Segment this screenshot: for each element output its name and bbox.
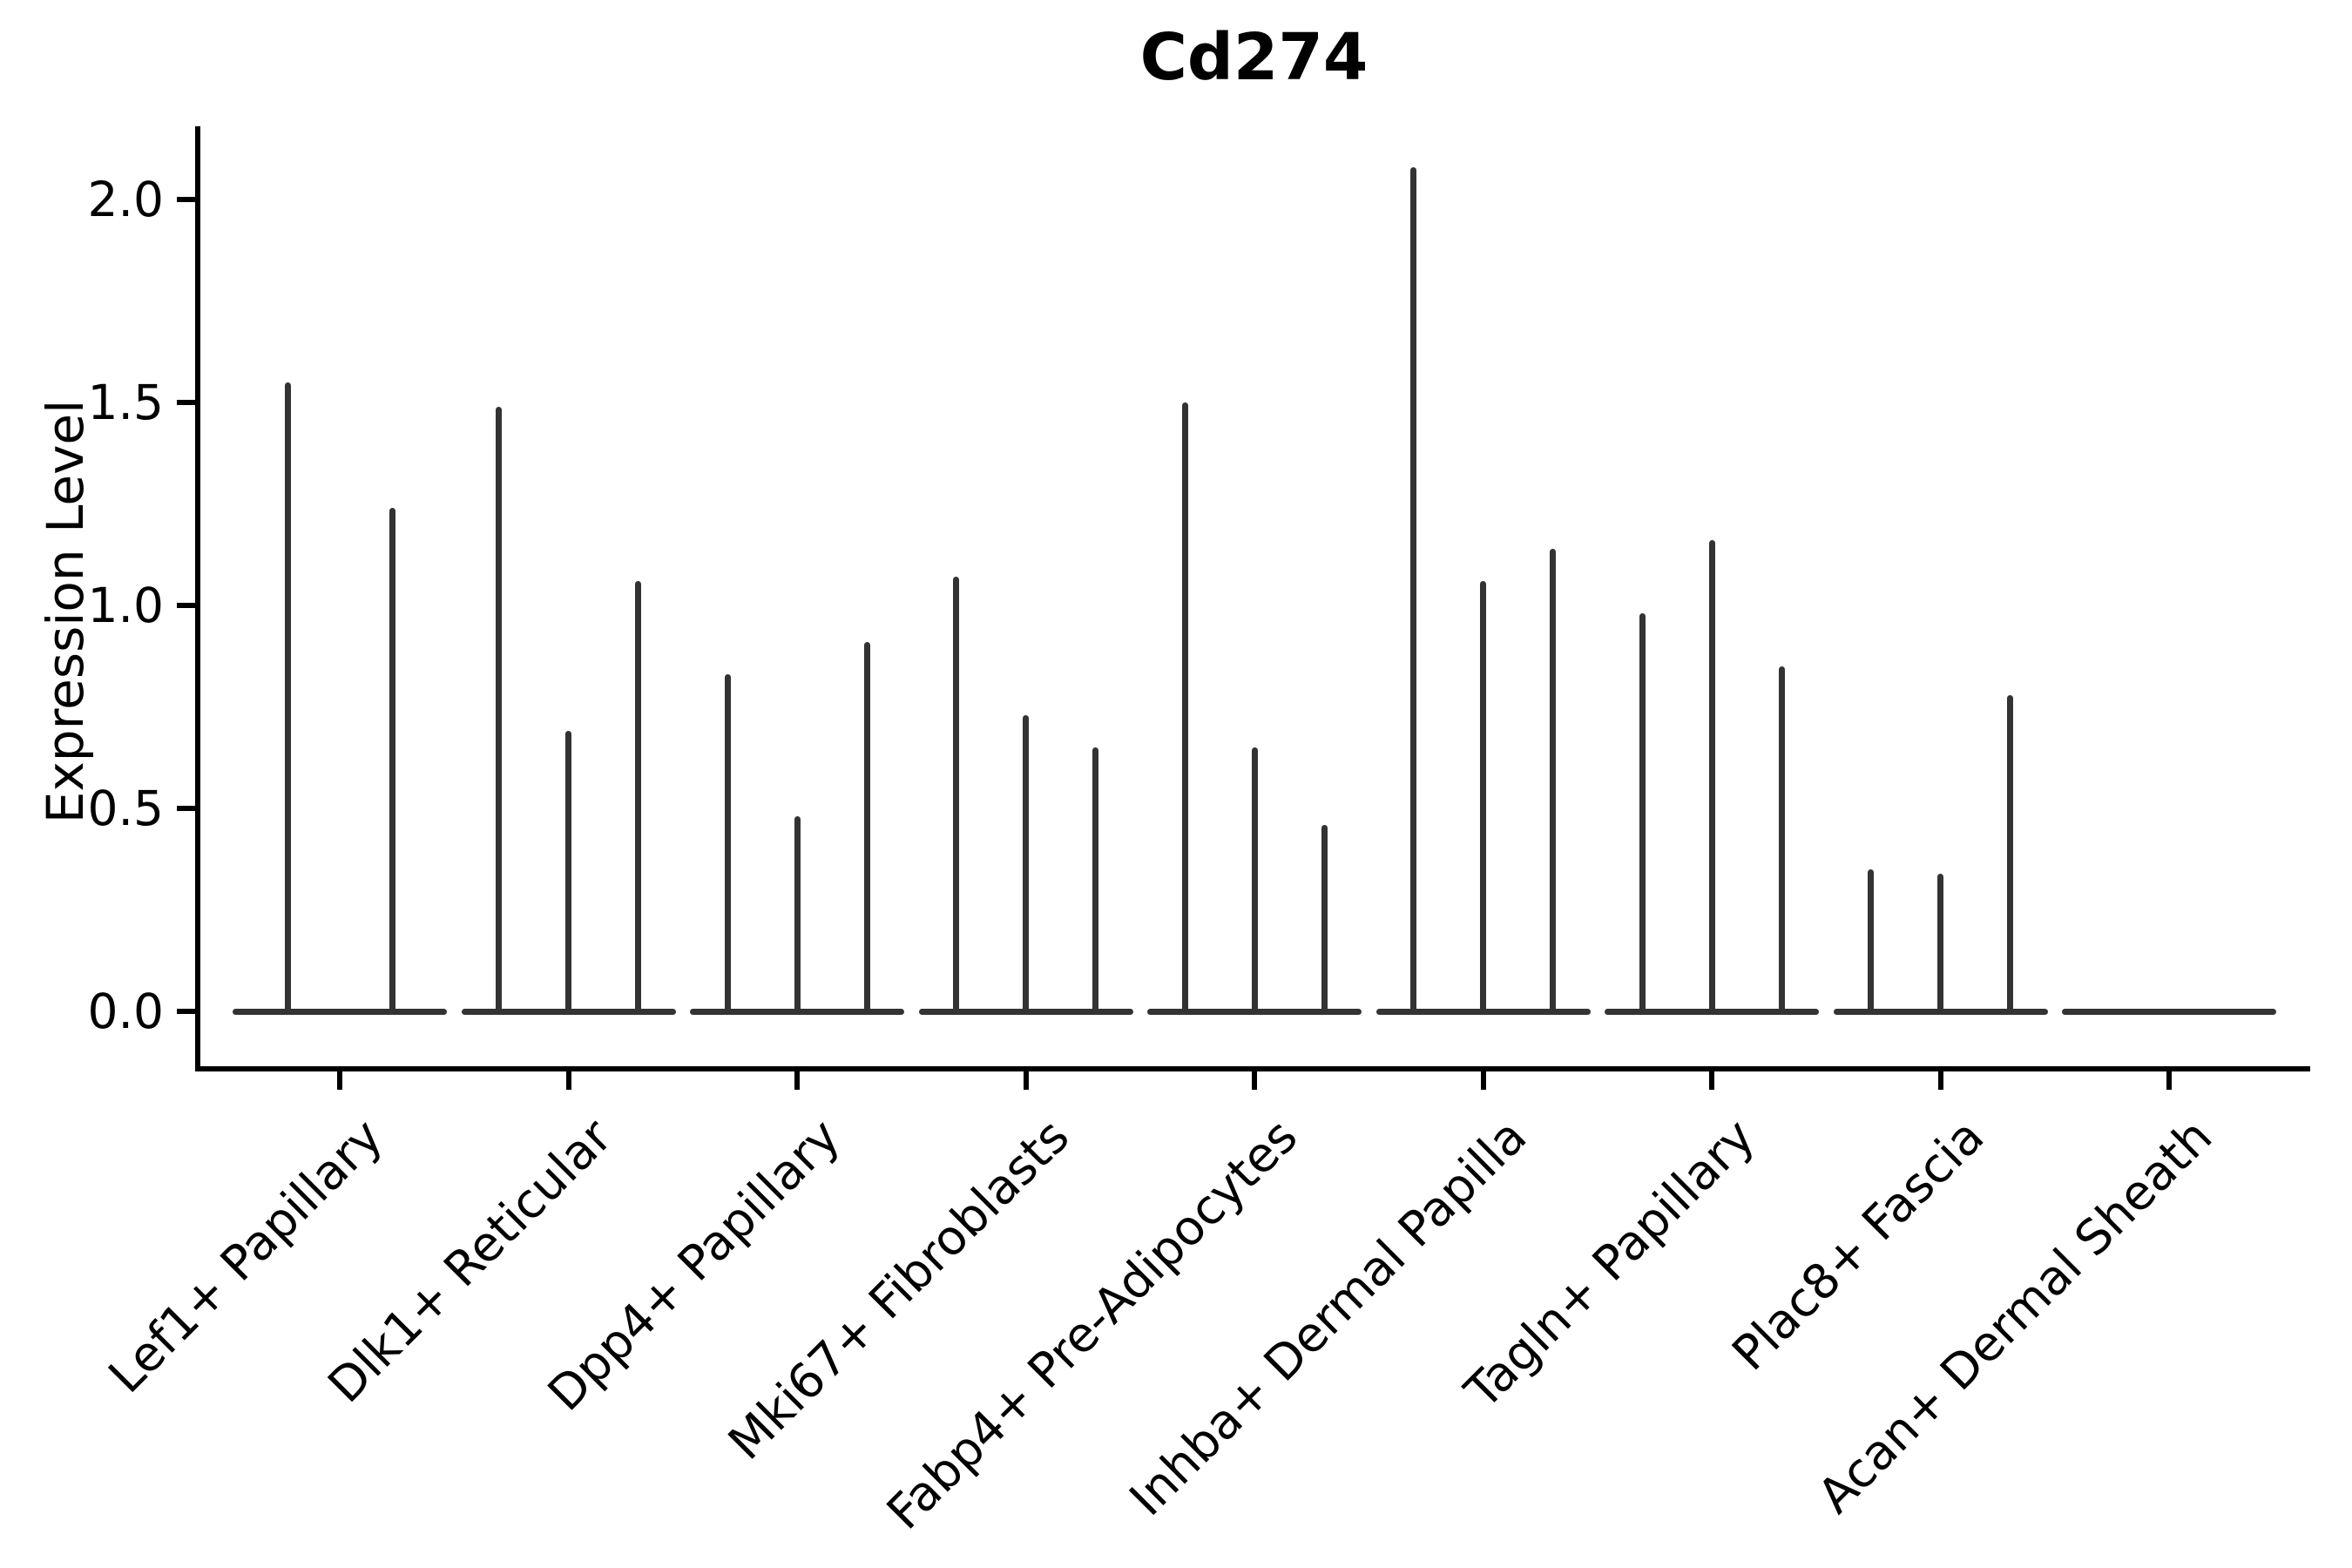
y-tick-label: 1.0 <box>87 578 164 633</box>
y-tick-label: 0.0 <box>87 983 164 1039</box>
violin-baseline <box>1375 1008 1591 1015</box>
violin-spike <box>1708 540 1715 1011</box>
violin-spike <box>794 816 801 1011</box>
violin-spike <box>953 577 959 1011</box>
y-tick-label: 2.0 <box>87 172 164 227</box>
x-tick-mark <box>1709 1071 1714 1090</box>
chart-title: Cd274 <box>1139 20 1369 95</box>
violin-spike <box>284 382 291 1011</box>
violin-spike <box>1410 166 1416 1011</box>
x-tick-mark <box>2166 1071 2172 1090</box>
violin-spike <box>1181 402 1188 1011</box>
x-tick-mark <box>1480 1071 1486 1090</box>
violin-spike <box>1639 613 1646 1011</box>
violin-baseline <box>1833 1008 2048 1015</box>
y-tick-label: 0.5 <box>87 781 164 836</box>
y-tick-mark <box>177 603 195 608</box>
x-axis-spine <box>195 1066 2310 1071</box>
violin-baseline <box>461 1008 676 1015</box>
violin-baseline <box>233 1008 447 1015</box>
violin-spike <box>1868 868 1874 1011</box>
y-tick-mark <box>177 400 195 405</box>
x-tick-mark <box>794 1071 800 1090</box>
violin-spike <box>565 731 571 1011</box>
violin-spike <box>496 406 502 1011</box>
violin-baseline <box>1147 1008 1362 1015</box>
violin-spike <box>1092 747 1098 1011</box>
violin-spike <box>1023 714 1029 1011</box>
y-axis-spine <box>195 126 200 1071</box>
x-tick-mark <box>1937 1071 1943 1090</box>
y-tick-mark <box>177 197 195 202</box>
violin-spike <box>1480 581 1486 1011</box>
violin-spike <box>2007 694 2013 1011</box>
x-tick-mark <box>1252 1071 1257 1090</box>
y-tick-mark <box>177 1009 195 1014</box>
x-tick-mark <box>1023 1071 1029 1090</box>
violin-baseline <box>918 1008 1133 1015</box>
x-tick-mark <box>337 1071 342 1090</box>
violin-spike <box>1778 666 1785 1011</box>
violin-spike <box>1937 873 1943 1011</box>
violin-spike <box>863 641 870 1011</box>
y-tick-label: 1.5 <box>87 375 164 430</box>
violin-spike <box>389 508 395 1011</box>
violin-spike <box>1321 824 1328 1011</box>
y-tick-mark <box>177 806 195 811</box>
violin-baseline <box>1605 1008 1819 1015</box>
violin-baseline <box>690 1008 904 1015</box>
violin-spike <box>1251 747 1258 1011</box>
violin-spike <box>635 581 641 1011</box>
violin-baseline <box>2062 1008 2276 1015</box>
violin-spike <box>724 674 731 1011</box>
x-tick-mark <box>565 1071 571 1090</box>
violin-spike <box>1550 548 1556 1011</box>
